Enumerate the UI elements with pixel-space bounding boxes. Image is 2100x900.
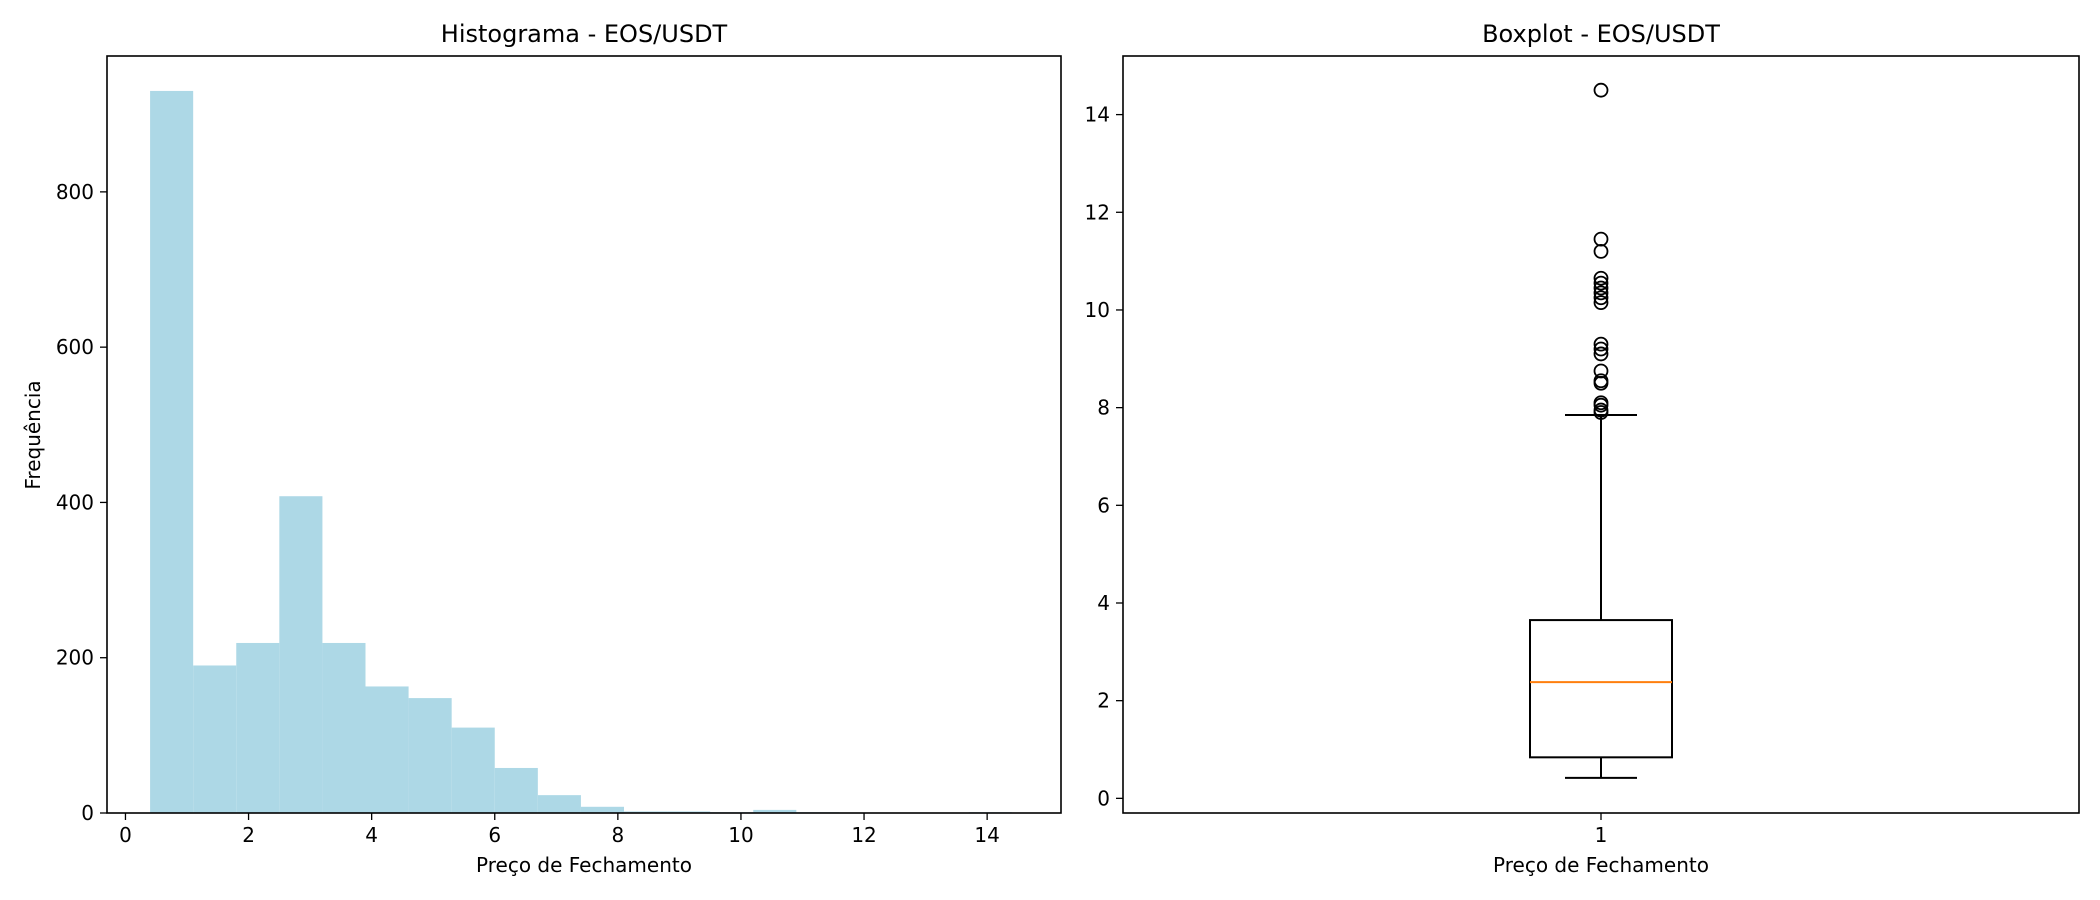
- histogram-y-ticks: 0 200 400 600 800: [56, 180, 107, 825]
- boxplot-plot-frame: [1122, 55, 2080, 814]
- histogram-bar: [279, 496, 323, 813]
- boxplot-y-ticks: 0 2 4 6 8 10 12 14: [1085, 103, 1123, 810]
- boxplot-y-tick-label: 12: [1085, 200, 1110, 224]
- histogram-y-tick-label: 0: [81, 801, 94, 825]
- boxplot-panel: Boxplot - EOS/USDT 0 2 4 6 8 10 12 14 1 Preço d…: [1085, 20, 2080, 877]
- boxplot-y-tick-label: 2: [1097, 689, 1110, 713]
- histogram-panel: Histograma - EOS/USDT 0 2 4 6 8 10 12 14 0 200 40…: [21, 20, 1062, 877]
- histogram-bar: [451, 727, 495, 813]
- histogram-bar: [753, 809, 797, 813]
- histogram-plot-frame: [106, 55, 1062, 814]
- boxplot-x-ticks: 1: [1595, 813, 1608, 847]
- boxplot-outlier-point: [1593, 231, 1609, 247]
- histogram-x-tick-label: 10: [728, 823, 753, 847]
- histogram-title: Histograma - EOS/USDT: [441, 20, 728, 48]
- histogram-bar: [408, 698, 452, 813]
- histogram-y-axis-label: Frequência: [21, 380, 45, 489]
- histogram-x-tick-label: 8: [611, 823, 624, 847]
- boxplot-outlier-point: [1593, 280, 1609, 296]
- histogram-y-tick-label: 200: [56, 646, 94, 670]
- boxplot-marks: [1529, 82, 1673, 779]
- boxplot-outlier-point: [1593, 285, 1609, 301]
- boxplot-y-tick-label: 0: [1097, 786, 1110, 810]
- boxplot-outlier-point: [1593, 363, 1609, 379]
- boxplot-outlier-point: [1593, 275, 1609, 291]
- histogram-bar: [236, 642, 280, 813]
- boxplot-title: Boxplot - EOS/USDT: [1482, 20, 1720, 48]
- histogram-x-tick-label: 4: [365, 823, 378, 847]
- boxplot-outlier-point: [1593, 373, 1609, 389]
- boxplot-outlier-point: [1593, 336, 1609, 352]
- boxplot-outlier-point: [1593, 270, 1609, 286]
- histogram-bar: [580, 806, 625, 813]
- boxplot-outlier-point: [1593, 290, 1609, 306]
- boxplot-outlier-point: [1593, 341, 1609, 357]
- boxplot-x-axis-label: Preço de Fechamento: [1493, 853, 1709, 877]
- histogram-x-tick-label: 12: [851, 823, 876, 847]
- histogram-bars: [150, 90, 1012, 813]
- boxplot-outlier-point: [1593, 402, 1609, 418]
- boxplot-outlier-point: [1593, 82, 1609, 98]
- boxplot-outlier-point: [1593, 243, 1609, 259]
- histogram-x-tick-label: 0: [119, 823, 132, 847]
- histogram-x-tick-label: 2: [242, 823, 255, 847]
- histogram-bar: [494, 767, 538, 813]
- histogram-x-ticks: 0 2 4 6 8 10 12 14: [119, 813, 1000, 847]
- histogram-bar: [365, 686, 409, 813]
- histogram-bar: [537, 795, 581, 813]
- histogram-y-tick-label: 400: [56, 490, 94, 514]
- histogram-bar: [322, 642, 366, 813]
- boxplot-y-tick-label: 10: [1085, 298, 1110, 322]
- histogram-x-tick-label: 6: [488, 823, 501, 847]
- histogram-x-axis-label: Preço de Fechamento: [476, 853, 692, 877]
- boxplot-outlier-point: [1593, 395, 1609, 411]
- boxplot-y-tick-label: 14: [1085, 103, 1110, 127]
- boxplot-x-tick-label: 1: [1595, 823, 1608, 847]
- histogram-x-tick-label: 14: [974, 823, 999, 847]
- boxplot-y-tick-label: 8: [1097, 396, 1110, 420]
- boxplot-outlier-point: [1593, 346, 1609, 362]
- histogram-y-tick-label: 600: [56, 335, 94, 359]
- histogram-bar: [150, 90, 194, 813]
- boxplot-y-tick-label: 4: [1097, 591, 1110, 615]
- histogram-bar: [193, 665, 237, 813]
- boxplot-outlier-point: [1593, 295, 1609, 311]
- boxplot-box: [1529, 619, 1673, 759]
- boxplot-y-tick-label: 6: [1097, 493, 1110, 517]
- histogram-y-tick-label: 800: [56, 180, 94, 204]
